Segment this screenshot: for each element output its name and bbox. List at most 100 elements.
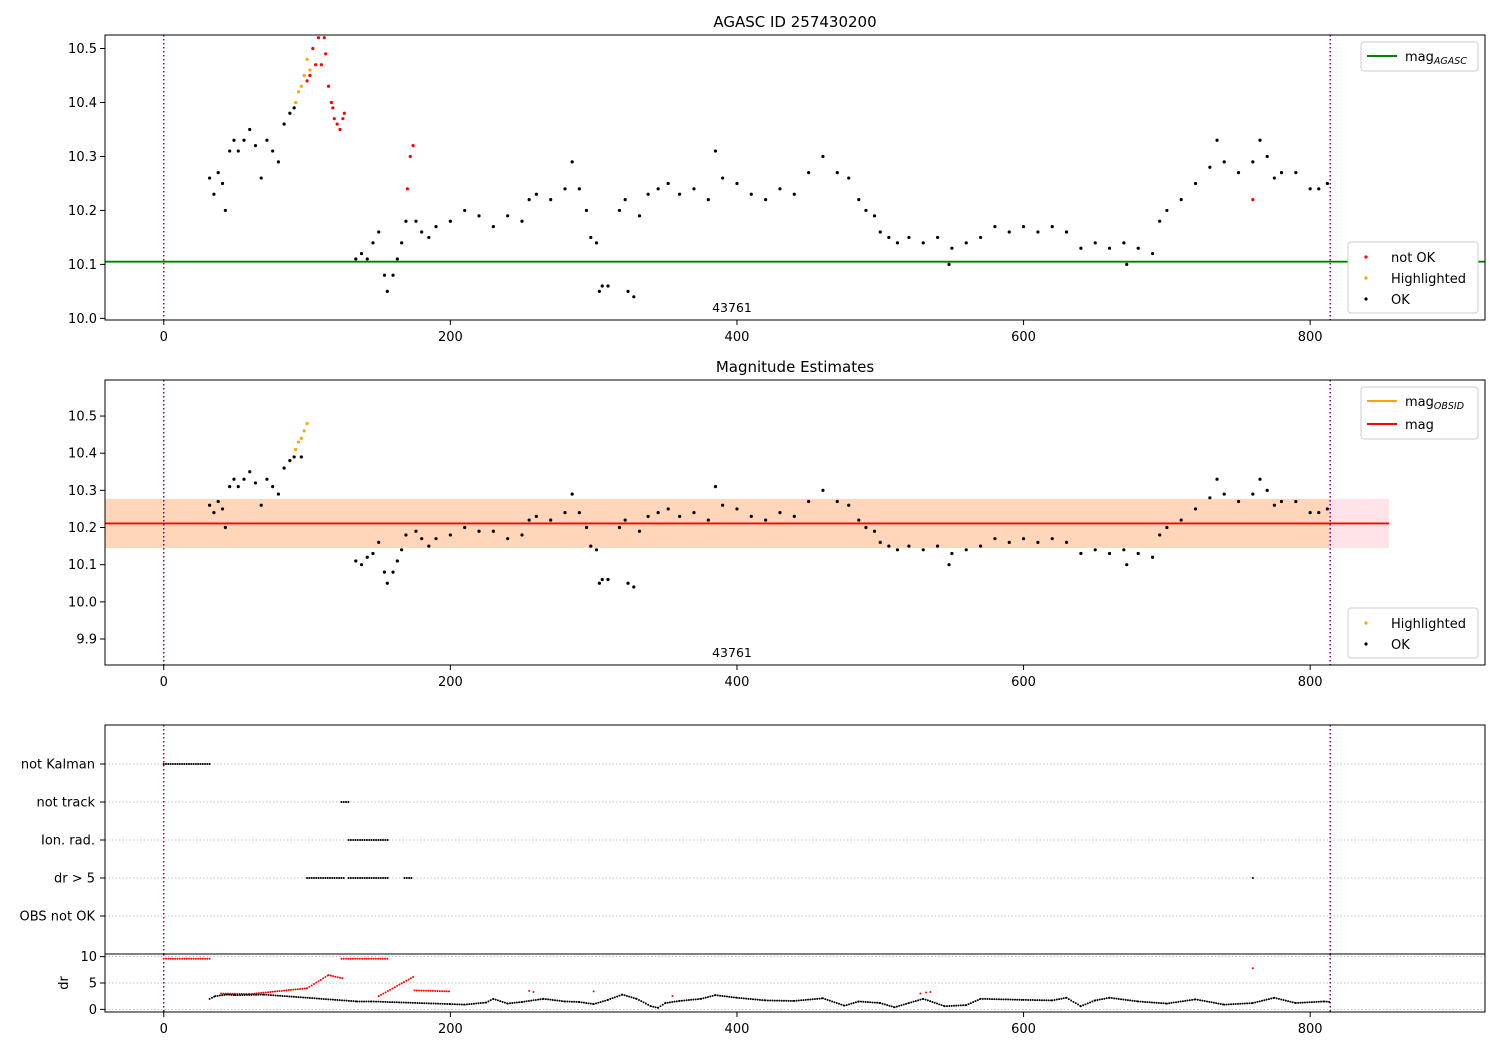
middle-point (377, 540, 381, 544)
dr-flag-point (169, 957, 172, 960)
dr-point (370, 1000, 373, 1003)
flag-point (372, 838, 375, 842)
middle-point (1193, 507, 1198, 511)
dr-point (1230, 1003, 1233, 1006)
flags-category-label: dr > 5 (54, 872, 95, 887)
dr-flag-point (372, 957, 375, 960)
top-point (594, 241, 599, 245)
dr-point (673, 1000, 676, 1003)
dr-point (702, 997, 705, 1000)
top-legend-marker (1364, 255, 1368, 259)
middle-point (1236, 499, 1241, 504)
top-point (405, 187, 409, 191)
dr-point (789, 999, 792, 1002)
dr-xtick-label: 0 (160, 1022, 168, 1037)
dr-point (613, 996, 616, 999)
dr-point (898, 1004, 901, 1007)
top-point (420, 230, 424, 234)
dr-point (1284, 999, 1287, 1002)
dr-point (943, 1005, 946, 1008)
middle-point (1007, 540, 1011, 544)
middle-point (678, 514, 682, 518)
dr-point (604, 999, 607, 1002)
top-legend-label: Highlighted (1391, 272, 1466, 287)
dr-flag-point (386, 957, 389, 960)
top-point (316, 36, 321, 40)
dr-flag-point (187, 957, 190, 960)
dr-point (1096, 998, 1099, 1001)
dr-point (1299, 1001, 1302, 1004)
dr-point (1267, 998, 1270, 1001)
dr-point (530, 999, 533, 1002)
dr-flag-point (167, 957, 170, 960)
dr-point (1261, 999, 1264, 1002)
flag-point (317, 876, 320, 880)
top-point (331, 106, 335, 110)
middle-point (1222, 492, 1226, 496)
top-point (400, 241, 404, 245)
dr-point (840, 1003, 843, 1006)
top-point (354, 257, 358, 261)
dr-point (274, 994, 277, 997)
dr-flag-point (412, 975, 415, 978)
dr-point (288, 995, 291, 998)
middle-point (1279, 499, 1284, 504)
dr-point (534, 998, 537, 1001)
dr-flag-point (424, 989, 427, 992)
dr-point (824, 998, 827, 1001)
dr-point (580, 1001, 583, 1004)
top-point (242, 138, 246, 142)
dr-flag-point (420, 989, 423, 992)
dr-point (564, 1000, 566, 1003)
middle-point (584, 525, 589, 530)
middle-legend-label: OK (1391, 638, 1410, 653)
dr-point (299, 996, 302, 999)
dr-point (439, 1002, 442, 1005)
top-point (341, 117, 345, 121)
dr-point (1275, 997, 1278, 1000)
flag-point (178, 762, 181, 766)
dr-point (547, 998, 550, 1001)
dr-point (940, 1004, 943, 1007)
dr-flag-point (285, 989, 288, 992)
middle-point (448, 533, 452, 537)
top-point (319, 63, 323, 67)
flag-point (359, 838, 362, 842)
top-point (792, 192, 796, 196)
top-point (864, 208, 868, 213)
dr-point (292, 995, 295, 998)
dr-point (1062, 997, 1065, 1000)
flag-point (335, 876, 338, 880)
middle-ytick-label: 10.2 (68, 521, 97, 536)
top-point (978, 235, 983, 240)
middle-point (646, 514, 650, 518)
middle-point (878, 540, 882, 544)
dr-point (409, 1001, 412, 1004)
dr-point (407, 1001, 410, 1004)
top-point-legend: not OK Highlighted OK (1347, 241, 1479, 314)
middle-frame (104, 379, 1486, 666)
dr-point (1133, 1000, 1136, 1003)
dr-point (515, 1001, 518, 1004)
middle-point (299, 455, 303, 459)
flag-point (381, 876, 385, 880)
top-point (835, 171, 839, 175)
top-point (821, 154, 825, 159)
flags-frame (104, 724, 1486, 955)
dr-point (252, 993, 255, 996)
dr-flag-point (391, 987, 394, 990)
top-point (534, 192, 538, 196)
dr-point (993, 998, 996, 1001)
middle-ytick-label: 10.1 (68, 558, 97, 573)
dr-point (995, 998, 998, 1001)
flag-point (408, 876, 411, 880)
dr-flag-point (283, 989, 286, 992)
flag-point (410, 876, 413, 880)
dr-point (649, 1005, 652, 1008)
middle-point (1265, 488, 1269, 492)
dr-flag-point (386, 990, 389, 993)
top-point (302, 73, 306, 78)
dr-point (1188, 999, 1191, 1002)
dr-flag-point (413, 989, 416, 992)
flag-point (185, 762, 188, 766)
